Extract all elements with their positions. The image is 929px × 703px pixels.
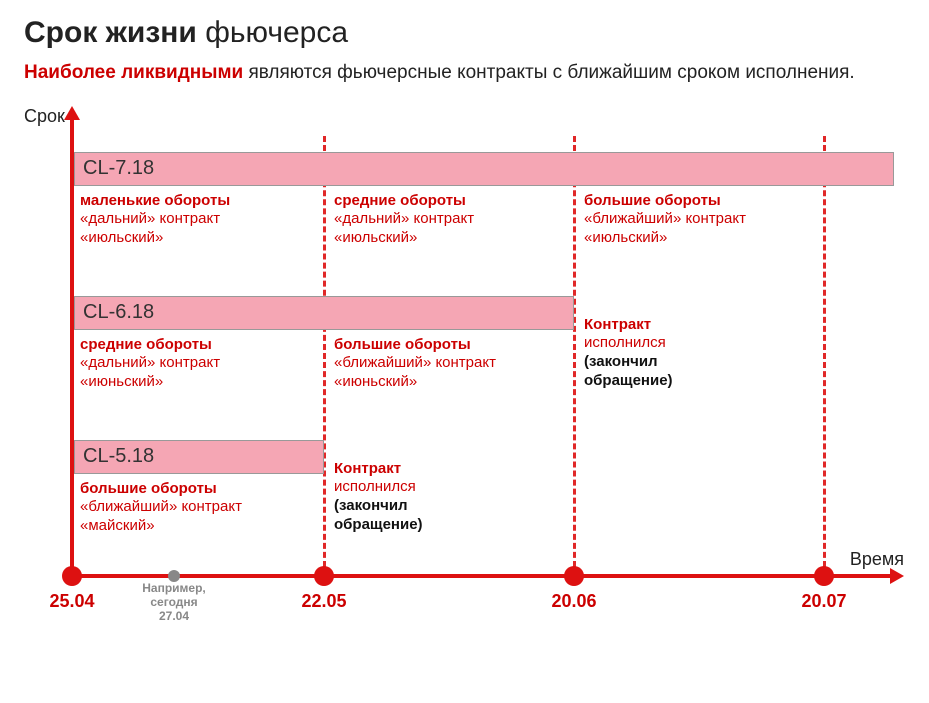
vline-0 <box>323 136 326 576</box>
x-axis-arrow-icon <box>890 568 904 584</box>
x-tick-label-2: 20.06 <box>551 591 596 612</box>
annotation-7: Контрактисполнился(закончилобращение) <box>334 460 423 535</box>
x-axis-label: Время <box>850 549 904 570</box>
x-tick-label-1: 22.05 <box>301 591 346 612</box>
today-marker-dot <box>168 570 180 582</box>
x-tick-label-0: 25.04 <box>49 591 94 612</box>
page-title: Срок жизни фьючерса <box>24 16 905 50</box>
annotation-5: Контрактисполнился(закончилобращение) <box>584 316 673 391</box>
y-axis-arrow-icon <box>64 106 80 120</box>
annotation-2: большие обороты«ближайший» контракт«июль… <box>584 192 746 248</box>
subtitle: Наиболее ликвидными являются фьючерсные … <box>24 60 905 86</box>
x-tick-dot-2 <box>564 566 584 586</box>
y-axis <box>70 118 74 578</box>
annotation-0: маленькие обороты«дальний» контракт«июль… <box>80 192 230 248</box>
title-rest: фьючерса <box>197 16 348 49</box>
annotation-6: большие обороты«ближайший» контракт«майс… <box>80 480 242 536</box>
bar-CL-6.18: CL-6.18 <box>74 296 574 330</box>
futures-lifetime-chart: Срок Время 25.04 22.05 20.06 20.07 Например… <box>24 106 904 626</box>
x-tick-dot-1 <box>314 566 334 586</box>
title-bold: Срок жизни <box>24 16 197 49</box>
subtitle-emph: Наиболее ликвидными <box>24 62 243 83</box>
annotation-1: средние обороты«дальний» контракт«июльск… <box>334 192 474 248</box>
x-axis <box>70 574 890 578</box>
subtitle-rest: являются фьючерсные контракты с ближайши… <box>243 62 855 83</box>
annotation-4: большие обороты«ближайший» контракт«июнь… <box>334 336 496 392</box>
x-tick-label-3: 20.07 <box>801 591 846 612</box>
vline-1 <box>573 136 576 576</box>
y-axis-label: Срок <box>24 106 65 127</box>
bar-CL-5.18: CL-5.18 <box>74 440 324 474</box>
x-tick-dot-3 <box>814 566 834 586</box>
x-tick-dot-0 <box>62 566 82 586</box>
vline-2 <box>823 136 826 576</box>
bar-CL-7.18: CL-7.18 <box>74 152 894 186</box>
annotation-3: средние обороты«дальний» контракт«июньск… <box>80 336 220 392</box>
today-marker-label: Например,сегодня27.04 <box>142 582 206 623</box>
